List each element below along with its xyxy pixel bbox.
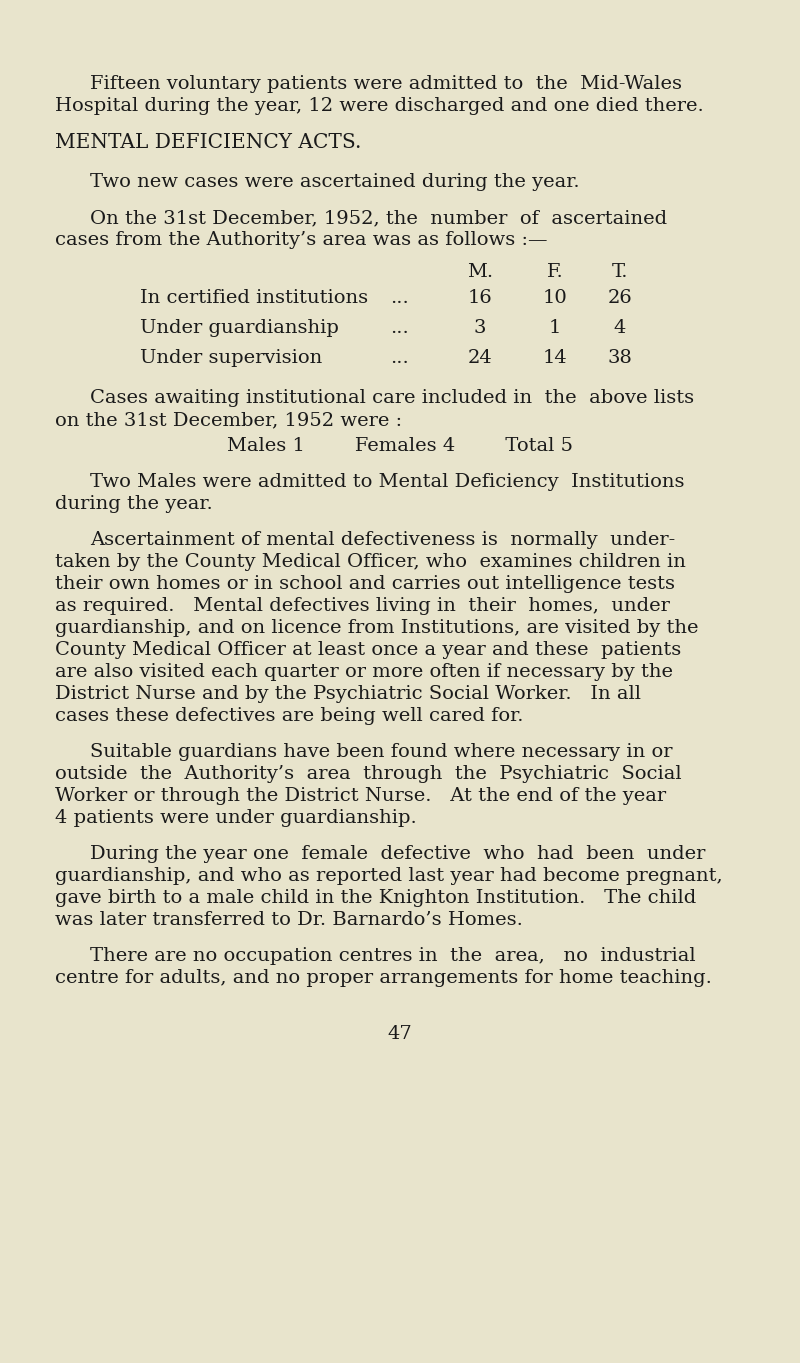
Text: 38: 38 [607,349,633,367]
Text: 26: 26 [608,289,632,307]
Text: District Nurse and by the Psychiatric Social Worker.   In all: District Nurse and by the Psychiatric So… [55,686,641,703]
Text: cases these defectives are being well cared for.: cases these defectives are being well ca… [55,707,523,725]
Text: On the 31st December, 1952, the  number  of  ascertained: On the 31st December, 1952, the number o… [90,209,667,228]
Text: Cases awaiting institutional care included in  the  above lists: Cases awaiting institutional care includ… [90,388,694,408]
Text: ...: ... [390,289,409,307]
Text: guardianship, and on licence from Institutions, are visited by the: guardianship, and on licence from Instit… [55,619,698,637]
Text: During the year one  female  defective  who  had  been  under: During the year one female defective who… [90,845,706,863]
Text: are also visited each quarter or more often if necessary by the: are also visited each quarter or more of… [55,662,673,682]
Text: There are no occupation centres in  the  area,   no  industrial: There are no occupation centres in the a… [90,947,696,965]
Text: 10: 10 [542,289,567,307]
Text: Hospital during the year, 12 were discharged and one died there.: Hospital during the year, 12 were discha… [55,97,704,114]
Text: taken by the County Medical Officer, who  examines children in: taken by the County Medical Officer, who… [55,553,686,571]
Text: during the year.: during the year. [55,495,213,512]
Text: Worker or through the District Nurse.   At the end of the year: Worker or through the District Nurse. At… [55,786,666,806]
Text: Fifteen voluntary patients were admitted to  the  Mid-Wales: Fifteen voluntary patients were admitted… [90,75,682,93]
Text: 14: 14 [542,349,567,367]
Text: outside  the  Authority’s  area  through  the  Psychiatric  Social: outside the Authority’s area through the… [55,765,682,782]
Text: T.: T. [612,263,628,281]
Text: was later transferred to Dr. Barnardo’s Homes.: was later transferred to Dr. Barnardo’s … [55,910,523,930]
Text: Two new cases were ascertained during the year.: Two new cases were ascertained during th… [90,173,580,191]
Text: MENTAL DEFICIENCY ACTS.: MENTAL DEFICIENCY ACTS. [55,134,362,153]
Text: as required.   Mental defectives living in  their  homes,  under: as required. Mental defectives living in… [55,597,670,615]
Text: 16: 16 [468,289,492,307]
Text: 3: 3 [474,319,486,337]
Text: centre for adults, and no proper arrangements for home teaching.: centre for adults, and no proper arrange… [55,969,712,987]
Text: Two Males were admitted to Mental Deficiency  Institutions: Two Males were admitted to Mental Defici… [90,473,685,491]
Text: 4 patients were under guardianship.: 4 patients were under guardianship. [55,810,417,827]
Text: Ascertainment of mental defectiveness is  normally  under-: Ascertainment of mental defectiveness is… [90,532,675,549]
Text: County Medical Officer at least once a year and these  patients: County Medical Officer at least once a y… [55,641,682,658]
Text: their own homes or in school and carries out intelligence tests: their own homes or in school and carries… [55,575,675,593]
Text: cases from the Authority’s area was as follows :—: cases from the Authority’s area was as f… [55,230,547,249]
Text: on the 31st December, 1952 were :: on the 31st December, 1952 were : [55,412,402,429]
Text: 47: 47 [388,1025,412,1043]
Text: guardianship, and who as reported last year had become pregnant,: guardianship, and who as reported last y… [55,867,722,885]
Text: ...: ... [390,349,409,367]
Text: In certified institutions: In certified institutions [140,289,368,307]
Text: Suitable guardians have been found where necessary in or: Suitable guardians have been found where… [90,743,673,761]
Text: F.: F. [546,263,563,281]
Text: gave birth to a male child in the Knighton Institution.   The child: gave birth to a male child in the Knight… [55,889,696,906]
Text: 24: 24 [468,349,492,367]
Text: Males 1        Females 4        Total 5: Males 1 Females 4 Total 5 [227,438,573,455]
Text: ...: ... [390,319,409,337]
Text: Under guardianship: Under guardianship [140,319,339,337]
Text: 1: 1 [549,319,561,337]
Text: M.: M. [467,263,493,281]
Text: Under supervision: Under supervision [140,349,322,367]
Text: 4: 4 [614,319,626,337]
